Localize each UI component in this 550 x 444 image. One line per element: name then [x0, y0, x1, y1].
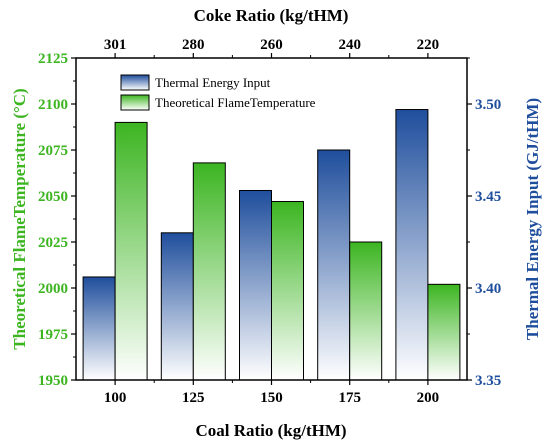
x-tick-label: 150: [260, 390, 283, 406]
y-tick-label: 1950: [38, 373, 68, 389]
bar-thermal-energy-175: [317, 149, 351, 381]
y-tick-label: 2050: [38, 189, 68, 205]
y-tick-label: 1975: [38, 327, 68, 343]
bar-thermal-energy-125: [160, 232, 194, 381]
bar-thermal-energy-150: [239, 189, 272, 381]
legend: Thermal Energy Input Theoretical FlameTe…: [120, 74, 316, 111]
y2-tick-label: 3.45: [475, 189, 501, 205]
y2-tick-label: 3.40: [475, 281, 501, 297]
y-tick-label: 2025: [38, 235, 68, 251]
x2-tick-label: 280: [182, 37, 205, 53]
y2-tick-label: 3.35: [475, 373, 501, 389]
x2-tick-label: 240: [338, 37, 361, 53]
bar-flame-temperature-175: [349, 241, 383, 381]
legend-swatch-thermal-energy: [120, 74, 150, 91]
top-axis-title: Coke Ratio (kg/tHM): [194, 6, 349, 25]
bar-thermal-energy-100: [82, 276, 116, 381]
y-axis-title: Theoretical FlameTemperature (°C): [10, 88, 29, 349]
x2-tick-label: 260: [260, 37, 283, 53]
x-axis-title: Coal Ratio (kg/tHM): [195, 421, 346, 440]
legend-label-flame-temperature: Theoretical FlameTemperature: [155, 95, 316, 110]
x-tick-label: 100: [104, 390, 127, 406]
y-tick-label: 2075: [38, 143, 68, 159]
x-tick-label: 175: [338, 390, 361, 406]
bar-flame-temperature-100: [114, 121, 148, 381]
legend-swatch-flame-temperature: [120, 94, 150, 111]
x-tick-label: 125: [182, 390, 205, 406]
x-tick-label: 200: [417, 390, 440, 406]
x2-tick-label: 301: [104, 37, 127, 53]
y-tick-label: 2100: [38, 97, 68, 113]
x2-tick-label: 220: [417, 37, 440, 53]
y2-axis-title: Thermal Energy Input (GJ/tHM): [523, 98, 542, 340]
y2-tick-label: 3.50: [475, 97, 501, 113]
bar-flame-temperature-200: [427, 283, 461, 381]
legend-label-thermal-energy: Thermal Energy Input: [155, 75, 271, 90]
bar-flame-temperature-125: [192, 162, 226, 381]
bar-thermal-energy-200: [395, 109, 429, 381]
y-tick-label: 2125: [38, 51, 68, 67]
bar-flame-temperature-150: [271, 201, 304, 381]
y-tick-label: 2000: [38, 281, 68, 297]
